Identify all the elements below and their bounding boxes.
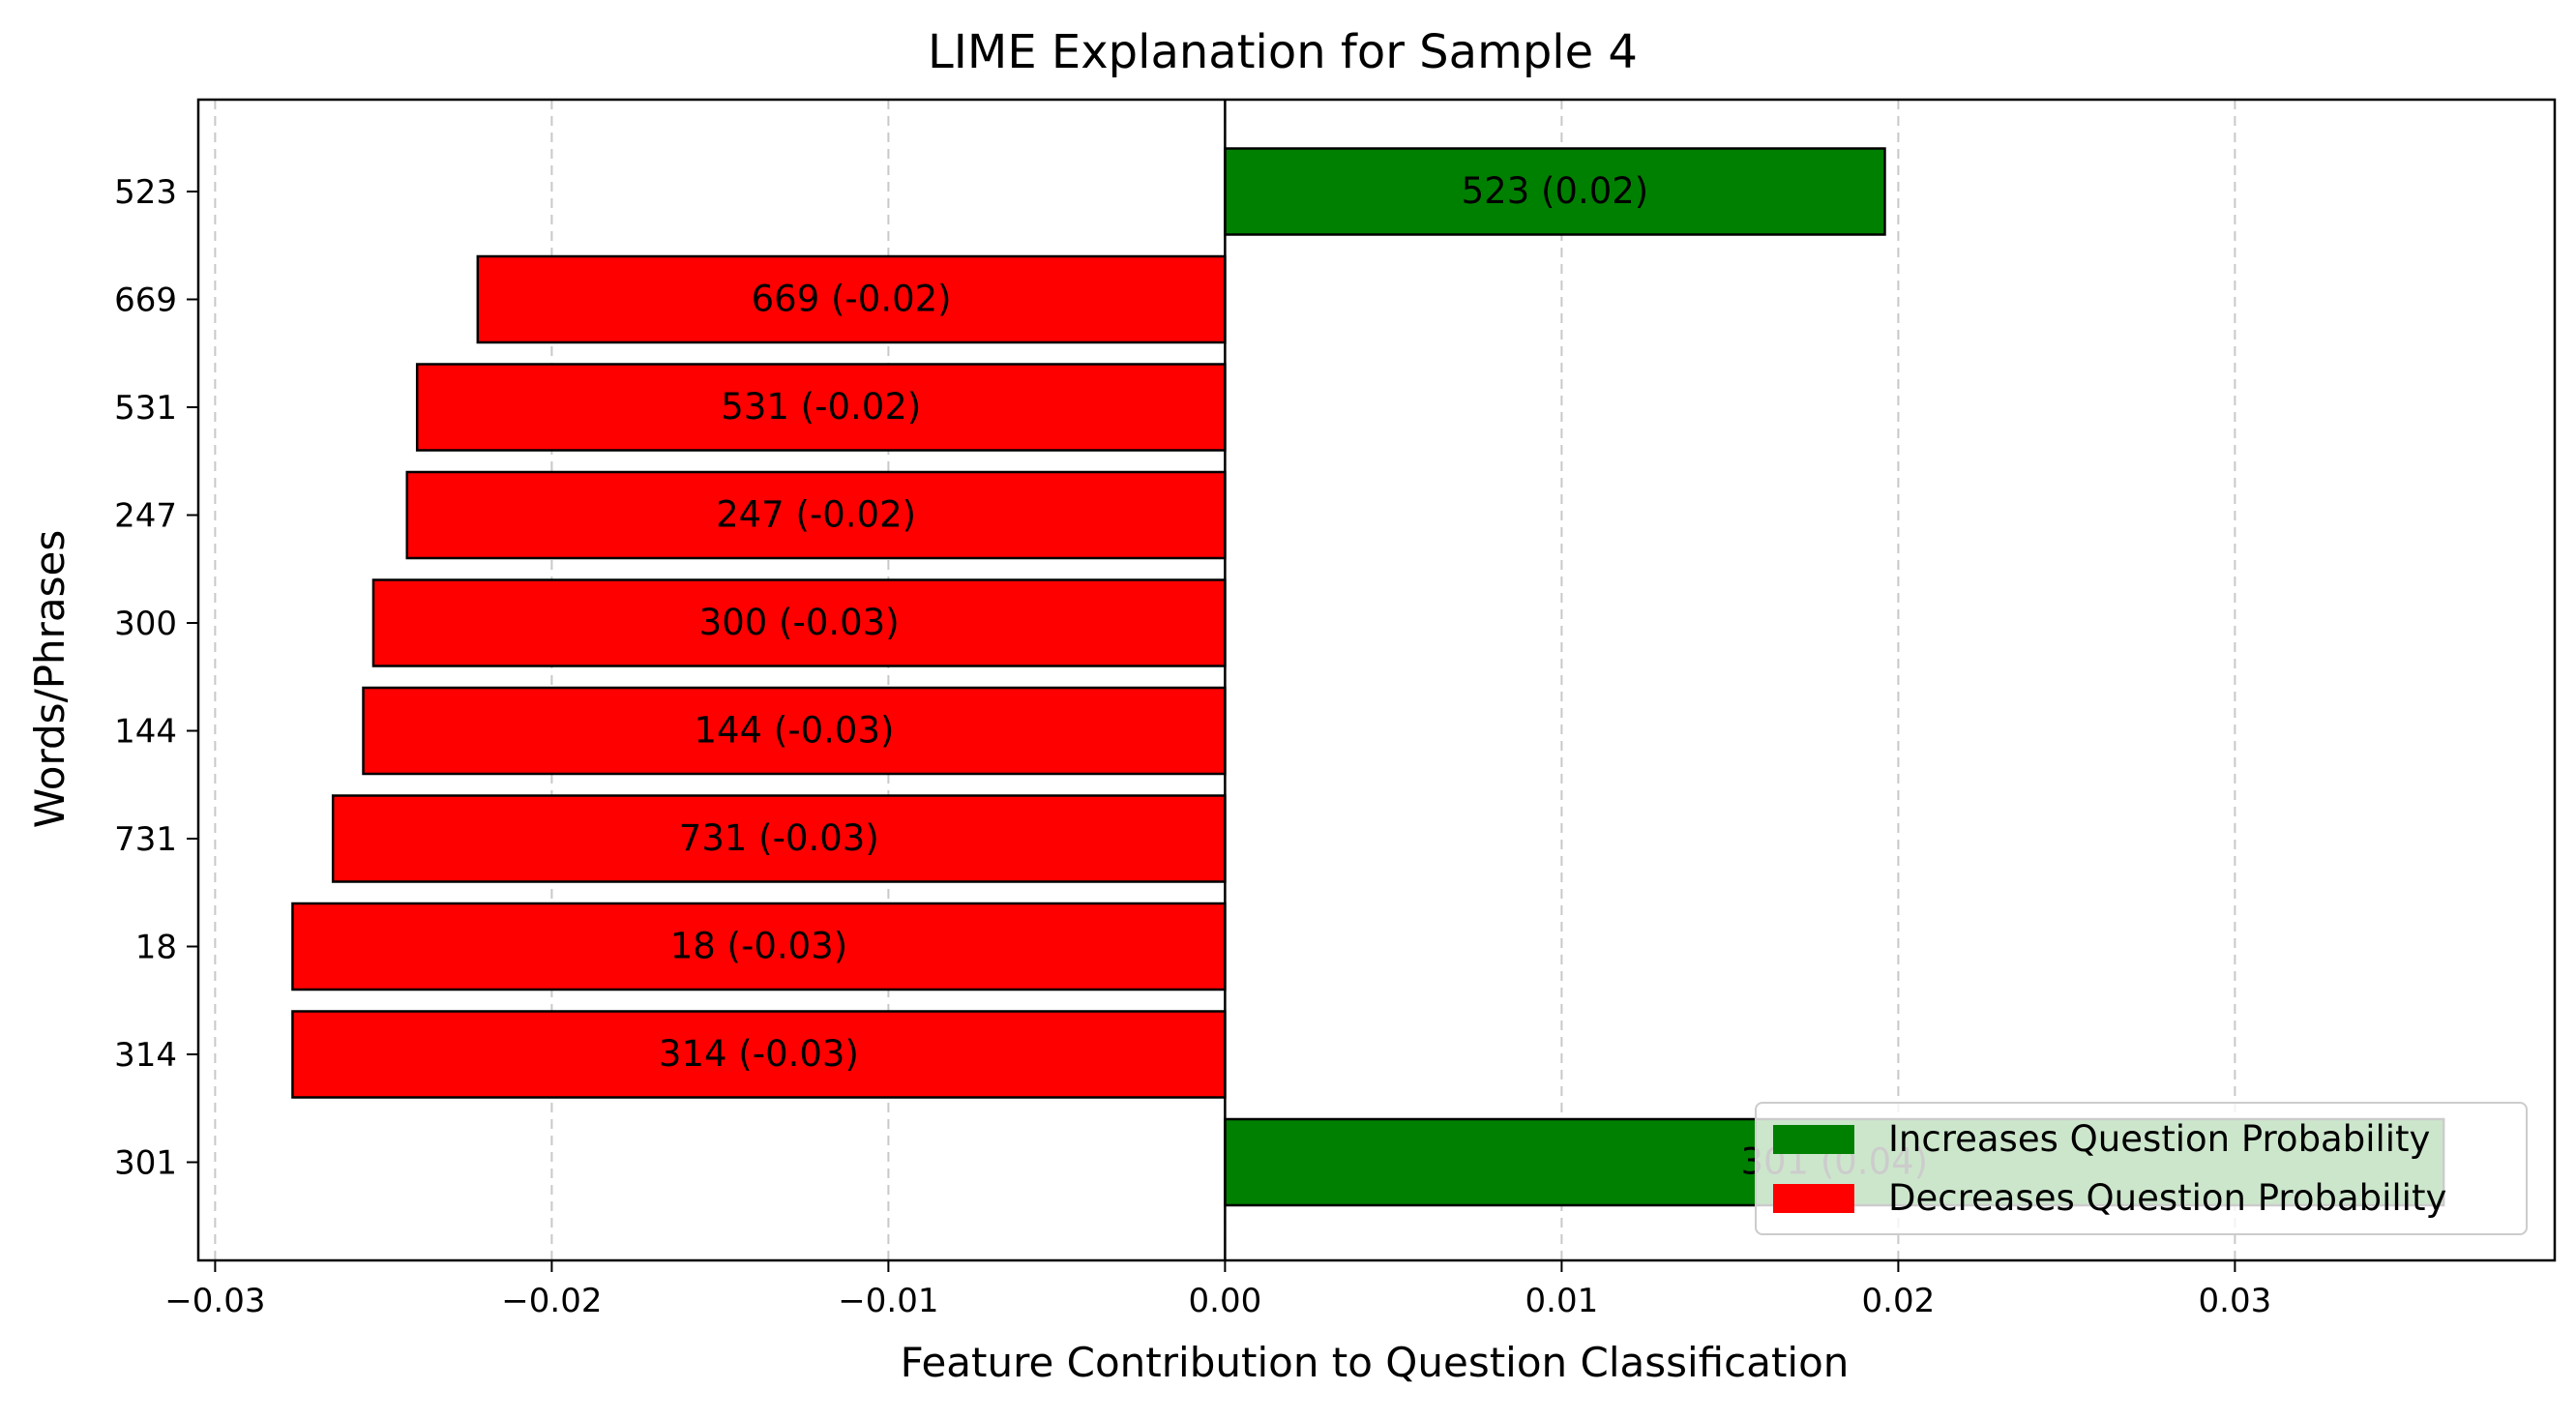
bar-523 — [1224, 147, 1886, 236]
bar-669 — [476, 254, 1227, 344]
legend-label-increases: Increases Question Probability — [1888, 1118, 2430, 1160]
x-tick-label: 0.00 — [1189, 1282, 1262, 1320]
x-axis-label: Feature Contribution to Question Classif… — [901, 1339, 1850, 1386]
bar-314 — [291, 1010, 1227, 1099]
bar-18 — [291, 902, 1227, 991]
y-tick-label-531: 531 — [114, 389, 177, 428]
y-tick-label-314: 314 — [114, 1036, 177, 1075]
chart-title: LIME Explanation for Sample 4 — [928, 25, 1638, 79]
bar-label-314: 314 (-0.03) — [659, 1033, 859, 1075]
x-tick-label: 0.03 — [2199, 1282, 2272, 1320]
legend-swatch-increases — [1773, 1125, 1854, 1154]
legend-box — [1755, 1102, 2528, 1235]
x-tick-label: 0.02 — [1862, 1282, 1936, 1320]
x-tick-label: 0.01 — [1525, 1282, 1599, 1320]
y-tick-label-144: 144 — [114, 713, 177, 752]
y-tick-label-523: 523 — [114, 173, 177, 212]
y-tick-label-300: 300 — [114, 605, 177, 643]
bar-label-18: 18 (-0.03) — [670, 926, 847, 967]
y-tick-label-731: 731 — [114, 820, 177, 859]
legend-swatch-decreases — [1773, 1184, 1854, 1213]
bar-label-731: 731 (-0.03) — [679, 817, 879, 859]
bar-label-144: 144 (-0.03) — [694, 710, 894, 752]
bar-300 — [371, 578, 1227, 667]
y-axis-label: Words/Phrases — [26, 530, 74, 829]
bar-label-523: 523 (0.02) — [1462, 170, 1649, 212]
x-axis-ticks: −0.03 −0.02 −0.01 0.00 0.01 0.02 0.03 — [164, 1260, 2271, 1320]
y-tick-label-301: 301 — [114, 1144, 177, 1183]
y-tick-label-669: 669 — [114, 281, 177, 320]
x-tick-label: −0.01 — [838, 1282, 938, 1320]
bar-label-531: 531 (-0.02) — [721, 386, 921, 428]
y-tick-label-18: 18 — [135, 929, 177, 967]
bar-label-300: 300 (-0.03) — [699, 602, 900, 643]
y-axis-ticks: 523 669 531 247 300 144 731 18 314 301 — [114, 173, 198, 1183]
x-tick-label: −0.02 — [501, 1282, 602, 1320]
y-tick-label-247: 247 — [114, 497, 177, 536]
legend-label-decreases: Decreases Question Probability — [1888, 1177, 2446, 1219]
bar-label-247: 247 (-0.02) — [716, 494, 916, 536]
legend: Increases Question Probability Decreases… — [1755, 1102, 2528, 1235]
x-tick-label: −0.03 — [164, 1282, 265, 1320]
plot-frame — [196, 98, 2557, 1262]
bar-label-669: 669 (-0.02) — [752, 279, 952, 320]
